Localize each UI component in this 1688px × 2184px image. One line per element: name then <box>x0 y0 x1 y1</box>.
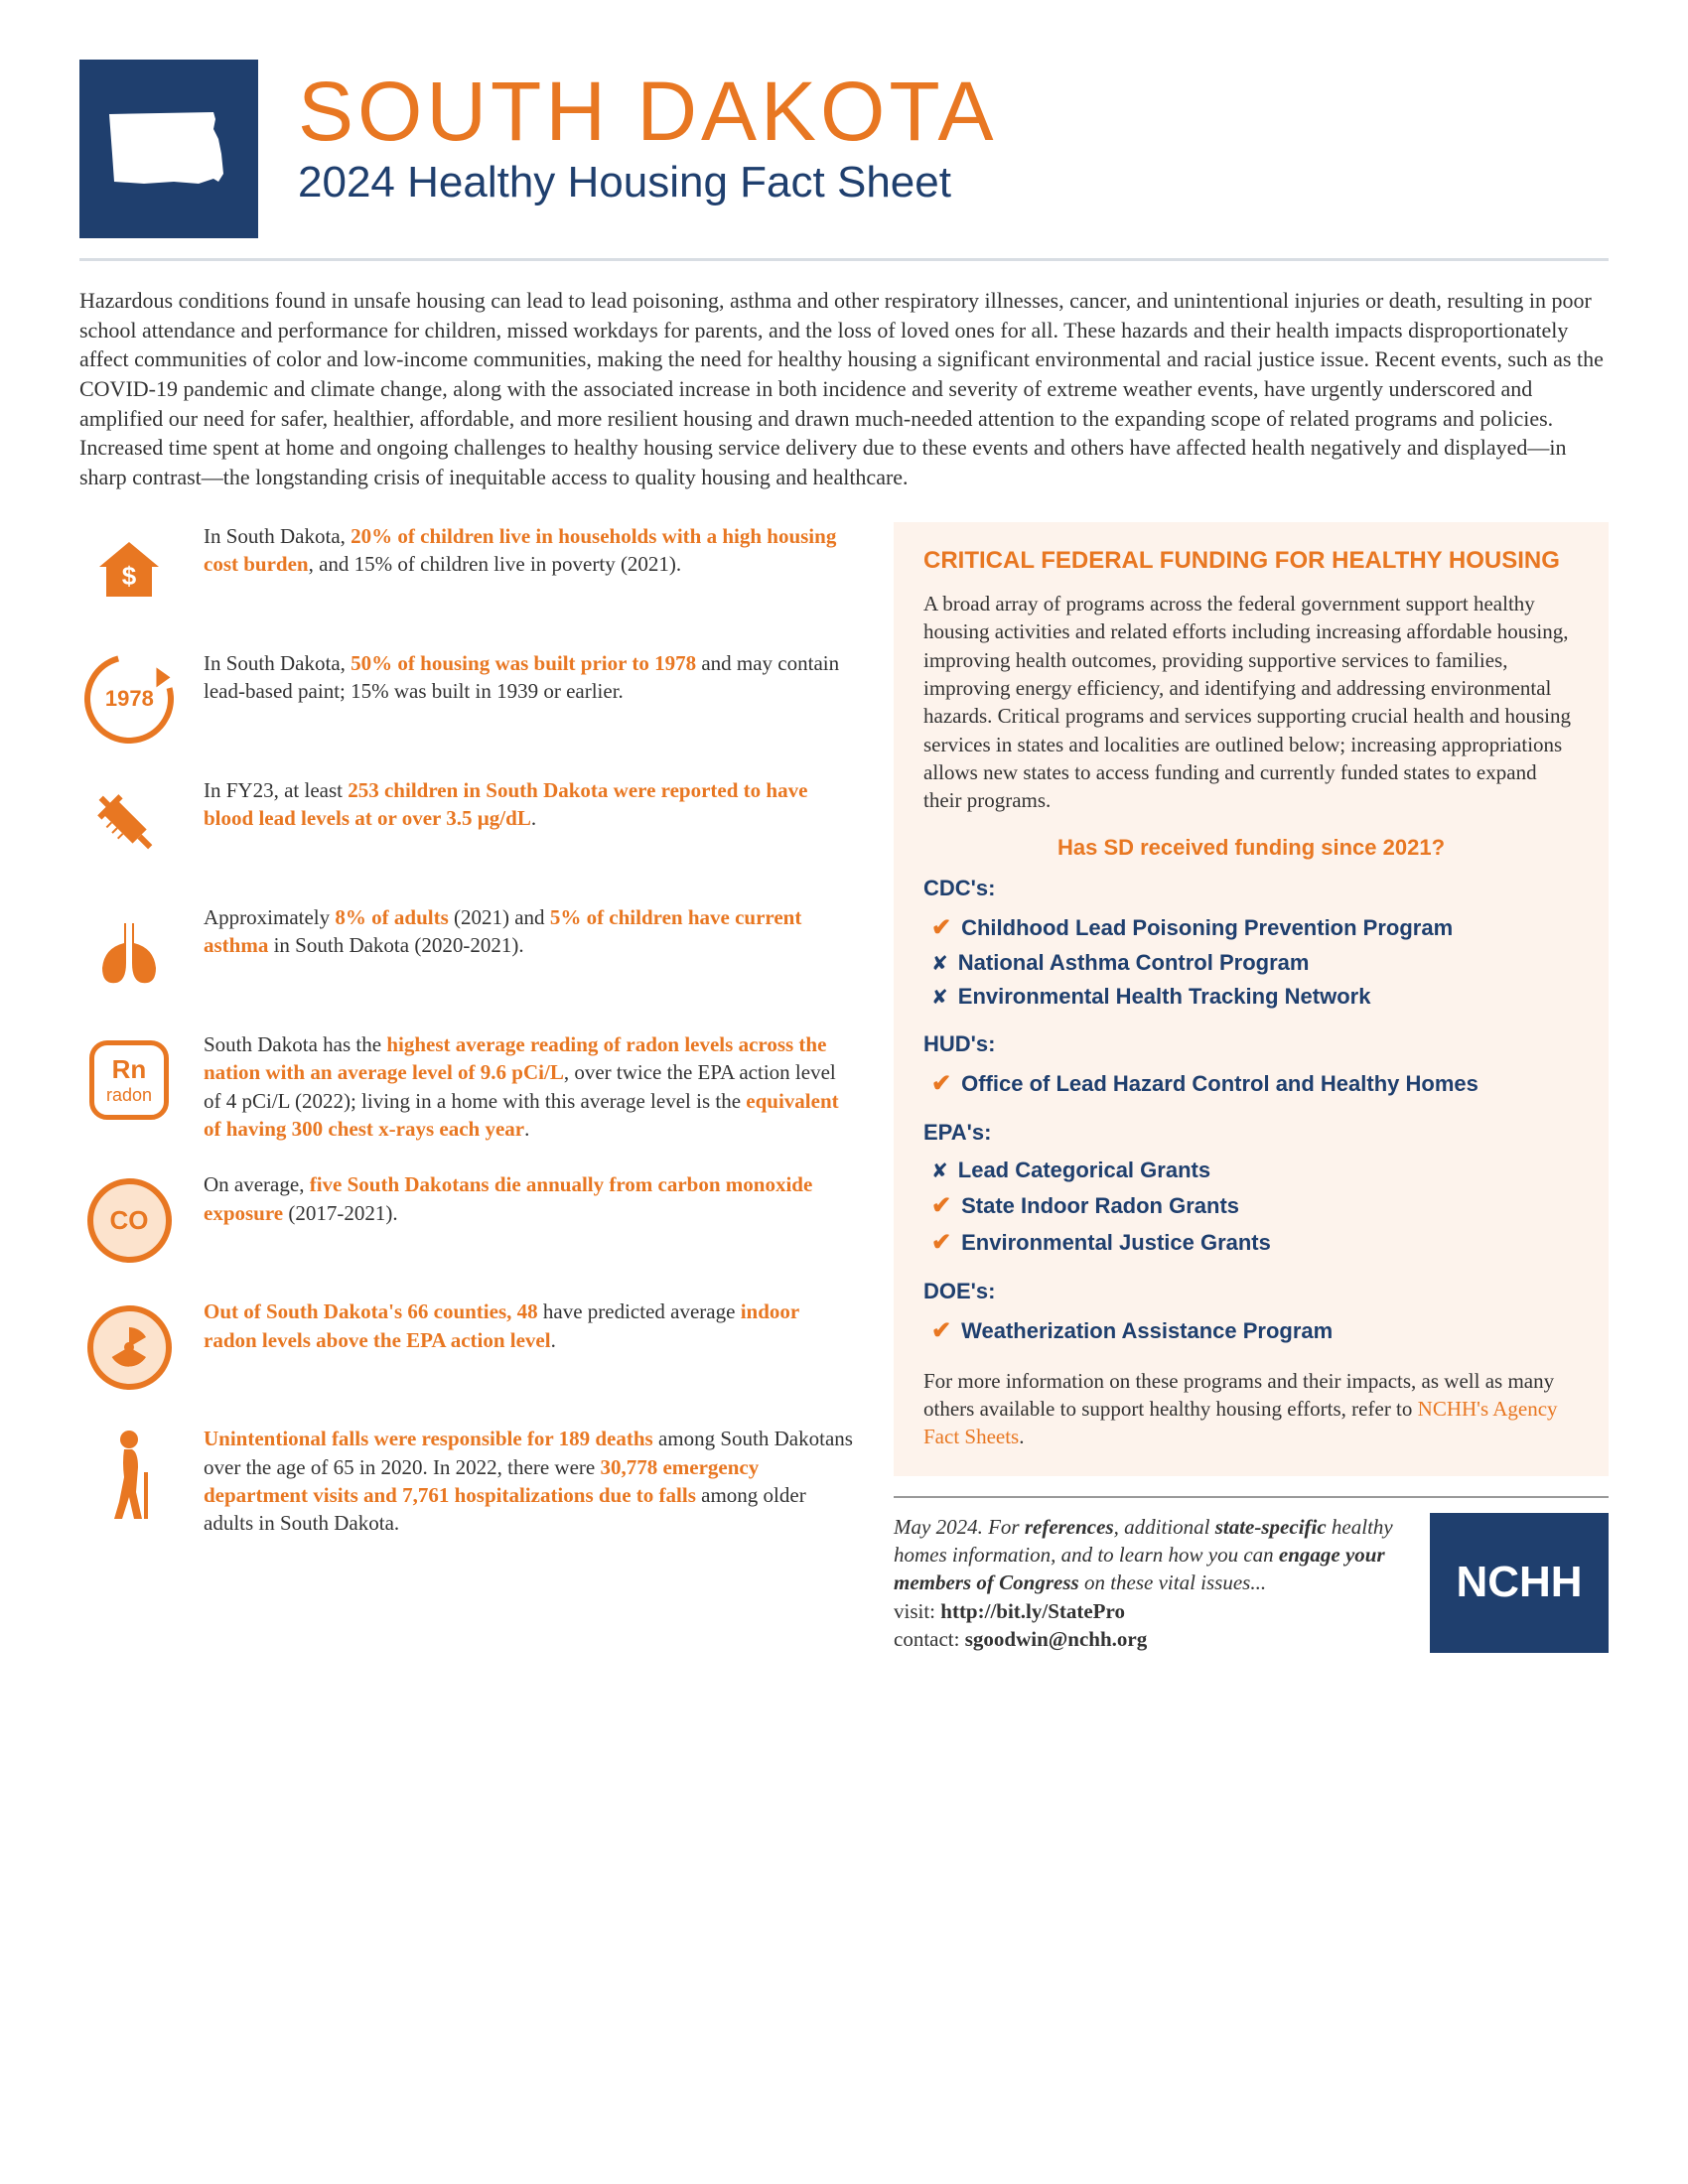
radiation-icon <box>79 1297 179 1397</box>
check-icon: ✔ <box>931 913 951 942</box>
house-dollar-icon: $ <box>79 522 179 621</box>
funding-question: Has SD received funding since 2021? <box>923 835 1579 861</box>
program-label: State Indoor Radon Grants <box>961 1193 1239 1219</box>
title-block: SOUTH DAKOTA 2024 Healthy Housing Fact S… <box>298 60 1609 207</box>
fact-text: In FY23, at least 253 children in South … <box>204 776 854 833</box>
program-label: Weatherization Assistance Program <box>961 1318 1333 1344</box>
program-item: ✔ Weatherization Assistance Program <box>931 1312 1579 1349</box>
svg-text:$: $ <box>122 561 137 591</box>
contact-email[interactable]: sgoodwin@nchh.org <box>965 1627 1148 1651</box>
fact-falls: Unintentional falls were responsible for… <box>79 1425 854 1537</box>
fact-text: Unintentional falls were responsible for… <box>204 1425 854 1537</box>
program-label: Childhood Lead Poisoning Prevention Prog… <box>961 915 1453 941</box>
fact-lead: In FY23, at least 253 children in South … <box>79 776 854 876</box>
check-icon: ✔ <box>931 1228 951 1257</box>
check-icon: ✔ <box>931 1069 951 1098</box>
x-icon: ✘ <box>931 1159 948 1183</box>
footer-text: May 2024. For references, additional sta… <box>894 1513 1410 1654</box>
program-label: National Asthma Control Program <box>958 950 1310 976</box>
program-list: ✘ Lead Categorical Grants ✔ State Indoor Ra… <box>923 1154 1579 1261</box>
footer-region: May 2024. For references, additional sta… <box>894 1513 1609 1654</box>
program-label: Lead Categorical Grants <box>958 1158 1210 1183</box>
lungs-icon <box>79 903 179 1003</box>
agency-label: EPA's: <box>923 1120 1579 1146</box>
co-icon: CO <box>79 1170 179 1270</box>
fact-text: Approximately 8% of adults (2021) and 5%… <box>204 903 854 960</box>
program-item: ✘ Lead Categorical Grants <box>931 1154 1579 1187</box>
funding-box: CRITICAL FEDERAL FUNDING FOR HEALTHY HOU… <box>894 522 1609 1476</box>
fact-co: CO On average, five South Dakotans die a… <box>79 1170 854 1270</box>
check-icon: ✔ <box>931 1191 951 1220</box>
program-item: ✔ Childhood Lead Poisoning Prevention Pro… <box>931 909 1579 946</box>
year-circle-icon: 1978 <box>79 649 179 749</box>
agency-label: CDC's: <box>923 876 1579 901</box>
program-item: ✘ National Asthma Control Program <box>931 946 1579 980</box>
funding-intro: A broad array of programs across the fed… <box>923 590 1579 815</box>
x-icon: ✘ <box>931 985 948 1010</box>
subtitle: 2024 Healthy Housing Fact Sheet <box>298 158 1609 207</box>
state-outline-icon <box>104 104 233 194</box>
agency-label: HUD's: <box>923 1031 1579 1057</box>
fact-old-housing: 1978 In South Dakota, 50% of housing was… <box>79 649 854 749</box>
check-icon: ✔ <box>931 1316 951 1345</box>
header-divider <box>79 258 1609 261</box>
program-label: Environmental Justice Grants <box>961 1230 1271 1256</box>
visit-link[interactable]: http://bit.ly/StatePro <box>940 1599 1125 1623</box>
program-list: ✔ Office of Lead Hazard Control and Healt… <box>923 1065 1579 1102</box>
agency-label: DOE's: <box>923 1279 1579 1304</box>
funding-outro: For more information on these programs a… <box>923 1367 1579 1451</box>
state-silhouette-box <box>79 60 258 238</box>
fact-text: Out of South Dakota's 66 counties, 48 ha… <box>204 1297 854 1354</box>
syringe-icon <box>79 776 179 876</box>
fact-text: On average, five South Dakotans die annu… <box>204 1170 854 1227</box>
fact-radon: Rnradon South Dakota has the highest ave… <box>79 1030 854 1143</box>
fact-text: In South Dakota, 20% of children live in… <box>204 522 854 579</box>
funding-column: CRITICAL FEDERAL FUNDING FOR HEALTHY HOU… <box>894 522 1609 1654</box>
state-title: SOUTH DAKOTA <box>298 69 1609 153</box>
program-list: ✔ Childhood Lead Poisoning Prevention Pro… <box>923 909 1579 1014</box>
fact-radon-counties: Out of South Dakota's 66 counties, 48 ha… <box>79 1297 854 1397</box>
header-region: SOUTH DAKOTA 2024 Healthy Housing Fact S… <box>79 60 1609 238</box>
content-columns: $ In South Dakota, 20% of children live … <box>79 522 1609 1654</box>
radon-icon: Rnradon <box>79 1030 179 1130</box>
x-icon: ✘ <box>931 951 948 976</box>
fact-housing-cost: $ In South Dakota, 20% of children live … <box>79 522 854 621</box>
program-item: ✔ State Indoor Radon Grants <box>931 1187 1579 1224</box>
program-item: ✘ Environmental Health Tracking Network <box>931 980 1579 1014</box>
program-item: ✔ Office of Lead Hazard Control and Healt… <box>931 1065 1579 1102</box>
program-item: ✔ Environmental Justice Grants <box>931 1224 1579 1261</box>
elderly-icon <box>79 1425 179 1524</box>
program-list: ✔ Weatherization Assistance Program <box>923 1312 1579 1349</box>
funding-title: CRITICAL FEDERAL FUNDING FOR HEALTHY HOU… <box>923 547 1579 575</box>
nchh-logo: NCHH <box>1430 1513 1609 1654</box>
fact-asthma: Approximately 8% of adults (2021) and 5%… <box>79 903 854 1003</box>
agencies-list: CDC's: ✔ Childhood Lead Poisoning Preventi… <box>923 876 1579 1349</box>
program-label: Office of Lead Hazard Control and Health… <box>961 1071 1478 1097</box>
footer-divider <box>894 1496 1609 1498</box>
facts-column: $ In South Dakota, 20% of children live … <box>79 522 854 1654</box>
intro-paragraph: Hazardous conditions found in unsafe hou… <box>79 286 1609 492</box>
fact-text: South Dakota has the highest average rea… <box>204 1030 854 1143</box>
program-label: Environmental Health Tracking Network <box>958 984 1371 1010</box>
fact-text: In South Dakota, 50% of housing was buil… <box>204 649 854 706</box>
